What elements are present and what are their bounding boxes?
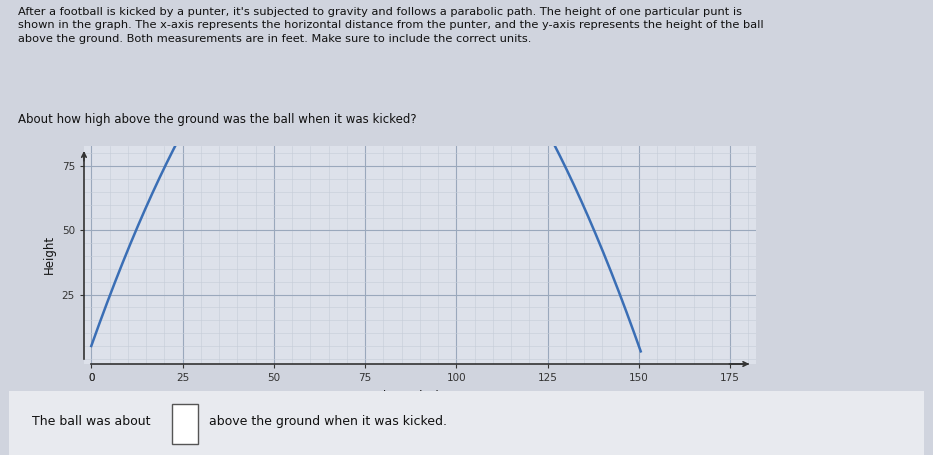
Text: About how high above the ground was the ball when it was kicked?: About how high above the ground was the … (19, 113, 417, 126)
Text: 0: 0 (88, 373, 94, 383)
FancyBboxPatch shape (9, 391, 924, 455)
Text: The ball was about: The ball was about (32, 415, 151, 428)
FancyBboxPatch shape (172, 404, 198, 444)
X-axis label: Horizontal Distance: Horizontal Distance (362, 390, 478, 403)
Y-axis label: Height: Height (43, 235, 56, 274)
Text: After a football is kicked by a punter, it's subjected to gravity and follows a : After a football is kicked by a punter, … (19, 7, 764, 44)
Text: above the ground when it was kicked.: above the ground when it was kicked. (209, 415, 447, 428)
